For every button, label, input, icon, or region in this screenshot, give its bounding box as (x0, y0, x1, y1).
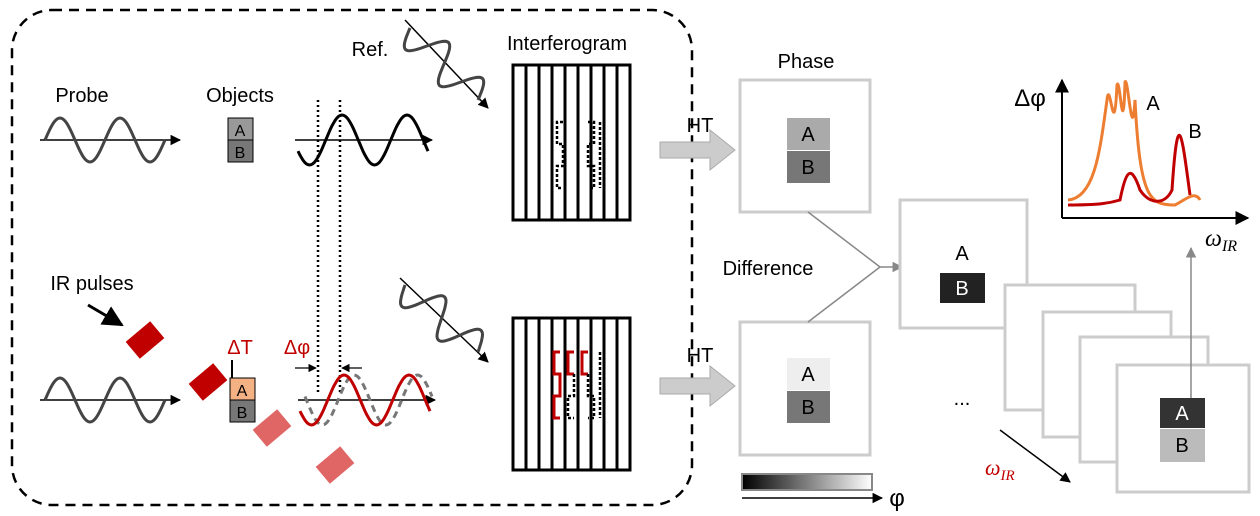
axis-label: Δφ (1014, 85, 1046, 112)
ir-pulse (126, 321, 165, 358)
label: Δφ (284, 337, 310, 359)
label: ΔT (227, 337, 253, 359)
ht-arrow (660, 366, 735, 406)
label: IR pulses (50, 273, 133, 295)
ir-pulse (189, 363, 228, 400)
connector (808, 267, 880, 322)
axis-label: ωIR (985, 455, 1015, 484)
ref-wave (401, 285, 483, 352)
colorbar (742, 474, 872, 490)
ir-pulse (253, 409, 292, 446)
label: φ (889, 485, 905, 512)
region-label: A (955, 243, 969, 265)
object-label: A (237, 383, 248, 400)
region-label: A (1175, 403, 1189, 425)
region-label: B (801, 397, 814, 419)
frame (513, 318, 630, 470)
ir-pulse (316, 446, 355, 483)
subscript: IR (1221, 238, 1237, 255)
axis (405, 20, 488, 108)
label: Phase (778, 51, 835, 73)
ellipsis: ... (954, 388, 971, 410)
object-label: B (235, 145, 246, 162)
label: Interferogram (507, 33, 627, 55)
connector (808, 212, 880, 267)
region-label: A (801, 124, 815, 146)
symbol: ω (1205, 226, 1222, 252)
object-label: B (237, 405, 248, 422)
spectrum-b (1068, 135, 1190, 205)
spectrum-a (1068, 82, 1200, 205)
ref-wave (404, 28, 483, 100)
symbol: ω (985, 455, 1001, 480)
label: HT (687, 115, 714, 137)
axis (400, 278, 488, 362)
difference-image (1117, 365, 1249, 492)
diagram: Probe Objects A B Ref. Interferogram IR … (0, 0, 1260, 516)
region-label: B (1175, 435, 1188, 457)
axis-label: ωIR (1205, 226, 1237, 255)
frame (513, 65, 630, 220)
peak-label: B (1188, 121, 1201, 143)
label: Difference (723, 258, 814, 280)
subscript: IR (1000, 468, 1015, 484)
label: Objects (206, 85, 274, 107)
peak-label: A (1146, 93, 1160, 115)
interferogram (513, 318, 630, 470)
region-label: A (801, 364, 815, 386)
region-label: B (955, 278, 968, 300)
label: Probe (55, 85, 108, 107)
object-label: A (235, 123, 246, 140)
label: Ref. (352, 39, 389, 61)
arrow (88, 305, 122, 325)
interferogram (513, 65, 630, 220)
region-label: B (801, 157, 814, 179)
label: HT (687, 345, 714, 367)
